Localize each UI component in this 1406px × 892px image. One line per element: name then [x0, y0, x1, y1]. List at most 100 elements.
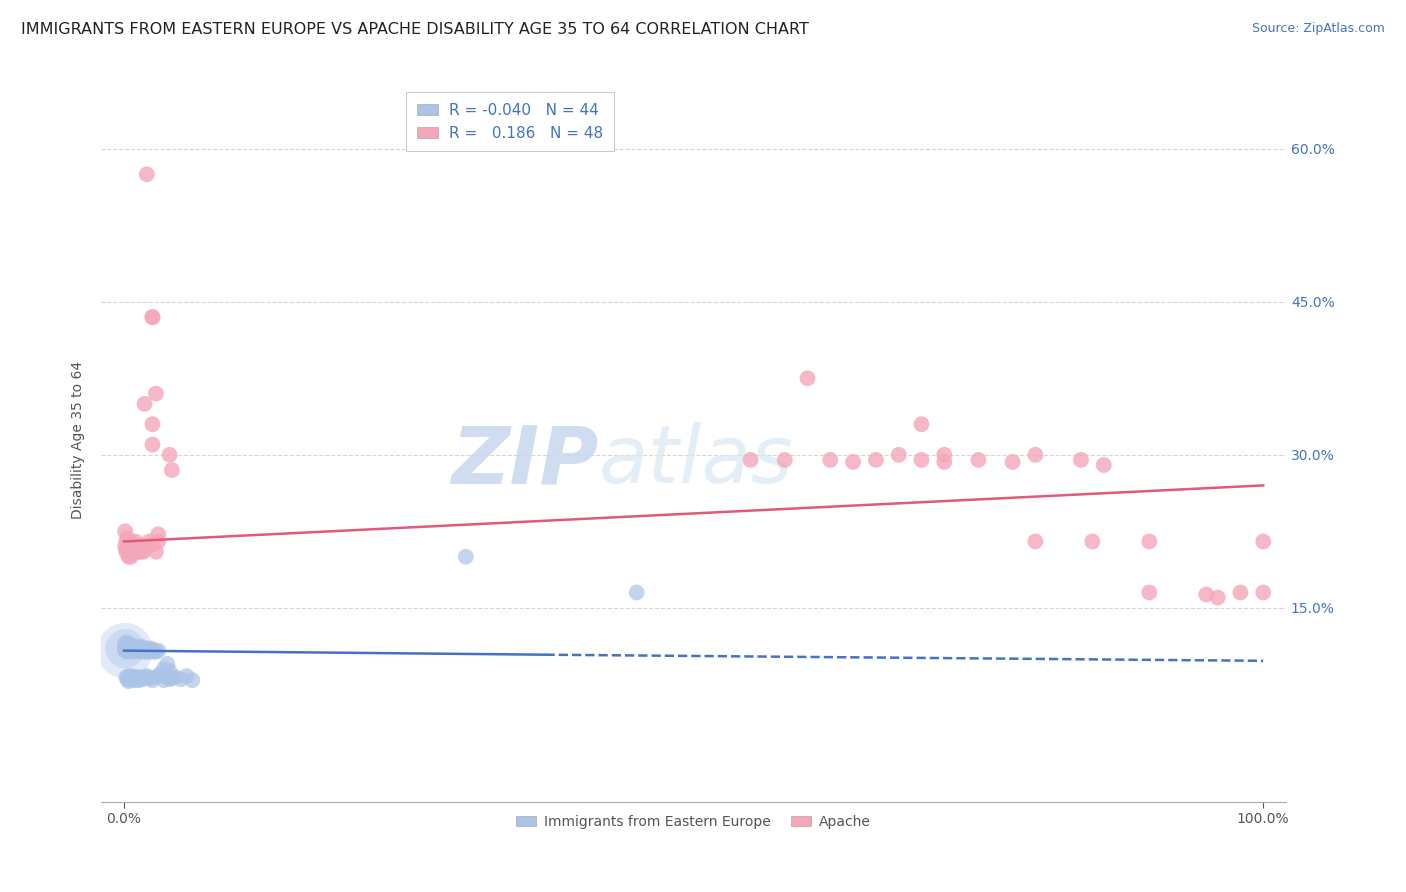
Point	[153, 673, 176, 688]
Point	[114, 643, 136, 657]
Point	[159, 672, 181, 686]
Point	[120, 540, 142, 554]
Point	[135, 645, 157, 659]
Point	[142, 645, 165, 659]
Point	[131, 540, 153, 554]
Point	[1195, 588, 1218, 602]
Point	[117, 643, 139, 657]
Point	[117, 532, 139, 546]
Point	[117, 674, 139, 689]
Point	[120, 643, 142, 657]
Point	[160, 463, 183, 477]
Point	[117, 643, 139, 657]
Point	[127, 643, 149, 657]
Point	[115, 544, 138, 558]
Point	[1137, 585, 1160, 599]
Point	[842, 455, 865, 469]
Point	[115, 534, 138, 549]
Point	[127, 540, 149, 554]
Text: ZIP: ZIP	[451, 422, 599, 500]
Point	[118, 643, 141, 657]
Point	[121, 669, 143, 683]
Point	[114, 636, 136, 650]
Point	[887, 448, 910, 462]
Point	[967, 453, 990, 467]
Point	[141, 673, 163, 688]
Point	[114, 524, 136, 539]
Point	[115, 641, 138, 656]
Point	[122, 641, 145, 656]
Point	[132, 641, 155, 656]
Point	[118, 640, 141, 654]
Point	[1001, 455, 1024, 469]
Point	[134, 397, 156, 411]
Point	[141, 310, 163, 325]
Point	[114, 540, 136, 554]
Point	[1229, 585, 1251, 599]
Point	[122, 673, 145, 688]
Point	[117, 639, 139, 653]
Point	[120, 641, 142, 656]
Point	[129, 641, 152, 656]
Point	[145, 544, 167, 558]
Point	[145, 386, 167, 401]
Legend: Immigrants from Eastern Europe, Apache: Immigrants from Eastern Europe, Apache	[510, 809, 877, 834]
Point	[141, 417, 163, 432]
Point	[796, 371, 818, 385]
Point	[134, 645, 156, 659]
Point	[128, 673, 150, 688]
Point	[134, 541, 156, 556]
Point	[117, 645, 139, 659]
Point	[135, 669, 157, 683]
Point	[115, 643, 138, 657]
Point	[153, 662, 176, 676]
Point	[129, 544, 152, 558]
Point	[115, 640, 138, 654]
Point	[118, 642, 141, 657]
Point	[1251, 534, 1274, 549]
Point	[117, 549, 139, 564]
Point	[122, 642, 145, 657]
Point	[117, 672, 139, 686]
Point	[129, 670, 152, 684]
Point	[820, 453, 842, 467]
Point	[934, 455, 956, 469]
Point	[122, 541, 145, 556]
Point	[122, 640, 145, 654]
Point	[114, 641, 136, 656]
Point	[138, 643, 160, 657]
Point	[125, 641, 148, 656]
Point	[139, 645, 162, 659]
Point	[121, 641, 143, 656]
Point	[129, 541, 152, 556]
Point	[145, 670, 167, 684]
Point	[160, 671, 183, 685]
Point	[115, 670, 138, 684]
Point	[773, 453, 796, 467]
Point	[1206, 591, 1229, 605]
Point	[146, 534, 169, 549]
Point	[131, 672, 153, 686]
Point	[117, 669, 139, 683]
Point	[114, 640, 136, 654]
Point	[454, 549, 477, 564]
Point	[129, 645, 152, 659]
Point	[1137, 534, 1160, 549]
Text: Source: ZipAtlas.com: Source: ZipAtlas.com	[1251, 22, 1385, 36]
Point	[117, 636, 139, 650]
Point	[124, 534, 146, 549]
Point	[136, 641, 159, 656]
Point	[135, 167, 157, 181]
Point	[165, 670, 187, 684]
Point	[128, 642, 150, 657]
Point	[141, 643, 163, 657]
Point	[117, 640, 139, 654]
Point	[120, 672, 142, 686]
Point	[1024, 448, 1046, 462]
Point	[910, 453, 932, 467]
Point	[740, 453, 762, 467]
Point	[129, 640, 152, 654]
Point	[117, 541, 139, 556]
Text: atlas: atlas	[599, 422, 793, 500]
Point	[131, 642, 153, 657]
